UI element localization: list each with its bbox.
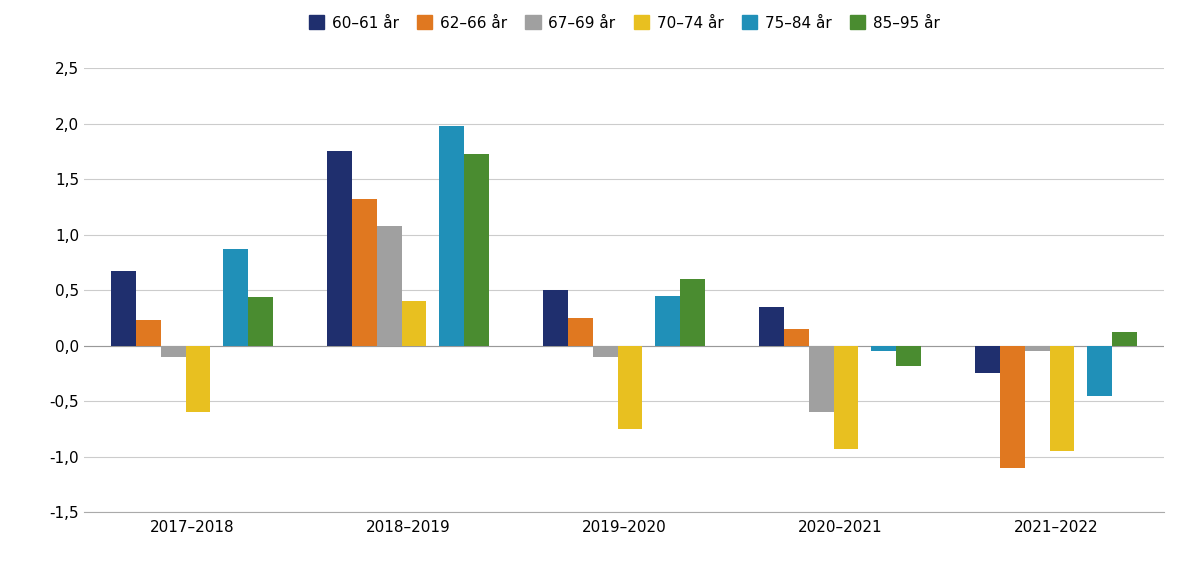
Bar — [402, 302, 426, 346]
Bar — [1025, 346, 1050, 351]
Bar — [326, 151, 352, 346]
Bar — [680, 279, 706, 346]
Bar — [136, 320, 161, 346]
Bar — [112, 271, 136, 346]
Bar — [161, 346, 186, 357]
Bar — [568, 318, 593, 346]
Bar — [760, 307, 784, 346]
Bar — [593, 346, 618, 357]
Bar — [223, 249, 248, 346]
Bar — [784, 329, 809, 346]
Bar — [618, 346, 642, 429]
Bar — [1087, 346, 1112, 395]
Bar — [871, 346, 896, 351]
Bar — [377, 226, 402, 346]
Bar — [248, 297, 274, 346]
Bar — [655, 296, 680, 346]
Bar — [809, 346, 834, 413]
Bar — [542, 290, 568, 346]
Bar — [1112, 332, 1138, 346]
Bar — [352, 199, 377, 346]
Bar — [186, 346, 210, 413]
Bar — [896, 346, 922, 366]
Bar — [1050, 346, 1074, 451]
Bar — [439, 126, 464, 346]
Bar — [834, 346, 858, 449]
Legend: 60–61 år, 62–66 år, 67–69 år, 70–74 år, 75–84 år, 85–95 år: 60–61 år, 62–66 år, 67–69 år, 70–74 år, … — [302, 9, 946, 36]
Bar — [1000, 346, 1025, 468]
Bar — [464, 154, 490, 346]
Bar — [974, 346, 1000, 373]
